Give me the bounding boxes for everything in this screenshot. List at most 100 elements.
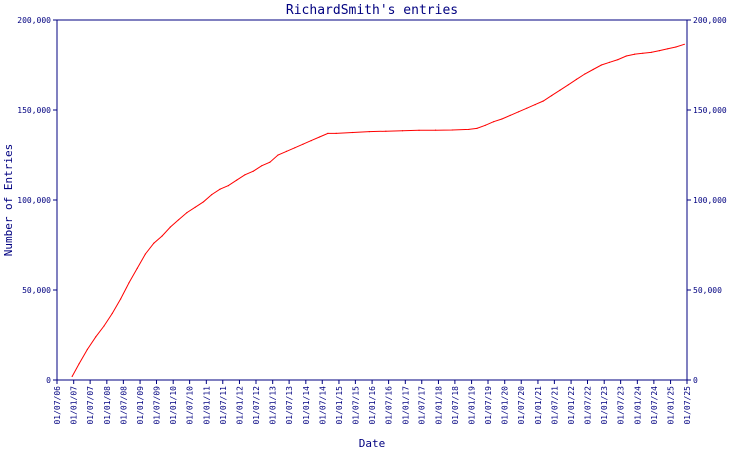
x-tick-label: 01/01/08 xyxy=(103,386,112,425)
data-point xyxy=(418,129,420,131)
data-point xyxy=(294,147,296,149)
data-point xyxy=(476,127,478,129)
data-point xyxy=(269,161,271,163)
data-point xyxy=(78,363,80,365)
data-point xyxy=(617,59,619,61)
data-point xyxy=(252,170,254,172)
data-point xyxy=(111,312,113,314)
data-point xyxy=(211,194,213,196)
x-tick-label: 01/07/15 xyxy=(351,386,360,425)
data-point xyxy=(236,179,238,181)
x-tick-label: 01/01/07 xyxy=(70,386,79,425)
x-tick-label: 01/01/17 xyxy=(401,386,410,425)
y-tick-label-left: 50,000 xyxy=(22,286,51,295)
x-tick-label: 01/01/13 xyxy=(269,386,278,425)
data-point xyxy=(667,48,669,50)
data-point xyxy=(575,78,578,80)
data-point xyxy=(435,129,437,131)
x-tick-label: 01/07/10 xyxy=(186,386,195,425)
data-point xyxy=(600,64,602,66)
data-point xyxy=(675,46,677,48)
x-tick-label: 01/01/15 xyxy=(335,386,344,425)
x-tick-label: 01/07/06 xyxy=(53,386,62,425)
data-point xyxy=(86,348,89,350)
x-tick-label: 01/07/08 xyxy=(119,386,128,425)
data-point xyxy=(368,131,370,133)
data-point xyxy=(633,53,636,55)
x-tick-label: 01/01/24 xyxy=(633,386,642,425)
x-tick-label: 01/01/16 xyxy=(368,386,377,425)
x-tick-label: 01/07/12 xyxy=(252,386,261,425)
x-tick-label: 01/07/07 xyxy=(86,386,95,425)
data-point xyxy=(526,107,528,109)
data-point xyxy=(136,267,138,269)
y-tick-label-left: 100,000 xyxy=(17,196,51,205)
data-point xyxy=(401,130,404,132)
y-tick-label-right: 100,000 xyxy=(693,196,727,205)
data-point xyxy=(534,104,536,106)
data-point xyxy=(559,89,561,91)
x-tick-label: 01/01/19 xyxy=(468,386,477,425)
x-tick-label: 01/07/13 xyxy=(285,386,294,425)
data-point xyxy=(484,124,486,126)
data-point xyxy=(451,129,453,131)
x-tick-label: 01/01/09 xyxy=(136,386,145,425)
data-point xyxy=(219,188,221,190)
x-tick-label: 01/01/20 xyxy=(501,386,510,425)
data-point xyxy=(551,95,553,97)
y-tick-label-right: 0 xyxy=(693,376,698,385)
x-tick-label: 01/01/23 xyxy=(600,386,609,425)
data-point xyxy=(385,130,387,132)
y-axis-title: Number of Entries xyxy=(2,144,15,257)
data-point xyxy=(509,114,511,116)
data-point xyxy=(244,174,246,176)
data-point xyxy=(153,242,155,244)
data-point xyxy=(169,226,171,228)
y-tick-label-right: 50,000 xyxy=(693,286,722,295)
x-tick-label: 01/01/11 xyxy=(202,386,211,425)
data-point xyxy=(161,235,163,237)
data-point xyxy=(186,212,188,214)
data-point xyxy=(128,282,130,284)
y-tick-label-left: 0 xyxy=(46,376,51,385)
x-tick-label: 01/01/12 xyxy=(235,386,244,425)
y-tick-label-right: 150,000 xyxy=(693,106,727,115)
x-tick-label: 01/01/10 xyxy=(169,386,178,425)
x-tick-label: 01/07/20 xyxy=(517,386,526,425)
x-tick-label: 01/01/25 xyxy=(667,386,676,425)
data-point xyxy=(71,375,73,377)
data-point xyxy=(285,150,287,152)
x-tick-label: 01/07/25 xyxy=(683,386,692,425)
x-tick-label: 01/07/17 xyxy=(418,386,427,425)
data-point xyxy=(493,121,495,123)
x-tick-label: 01/07/19 xyxy=(484,386,493,425)
y-tick-label-right: 200,000 xyxy=(693,16,727,25)
data-point xyxy=(144,253,147,255)
data-point xyxy=(517,111,520,113)
data-point xyxy=(310,140,312,142)
x-axis-title: Date xyxy=(359,437,386,450)
plot-frame xyxy=(56,19,688,381)
x-tick-label: 01/07/22 xyxy=(584,386,593,425)
chart-title: RichardSmith's entries xyxy=(286,3,458,18)
x-tick-label: 01/07/21 xyxy=(550,386,559,425)
data-point xyxy=(592,68,594,71)
data-point xyxy=(318,136,321,138)
data-point xyxy=(177,219,180,221)
data-point xyxy=(194,206,196,208)
data-point xyxy=(327,132,329,134)
data-point xyxy=(302,143,304,145)
data-point xyxy=(335,132,337,134)
x-tick-label: 01/01/22 xyxy=(567,386,576,425)
data-point xyxy=(650,51,652,54)
y-tick-label-left: 150,000 xyxy=(17,106,51,115)
data-point xyxy=(95,336,97,338)
data-point xyxy=(468,128,470,131)
data-point xyxy=(584,73,586,75)
y-tick-label-left: 200,000 xyxy=(17,16,51,25)
data-point xyxy=(261,165,263,167)
data-point xyxy=(625,55,627,57)
data-point xyxy=(103,325,105,327)
data-point xyxy=(227,185,229,187)
data-point xyxy=(658,50,661,52)
